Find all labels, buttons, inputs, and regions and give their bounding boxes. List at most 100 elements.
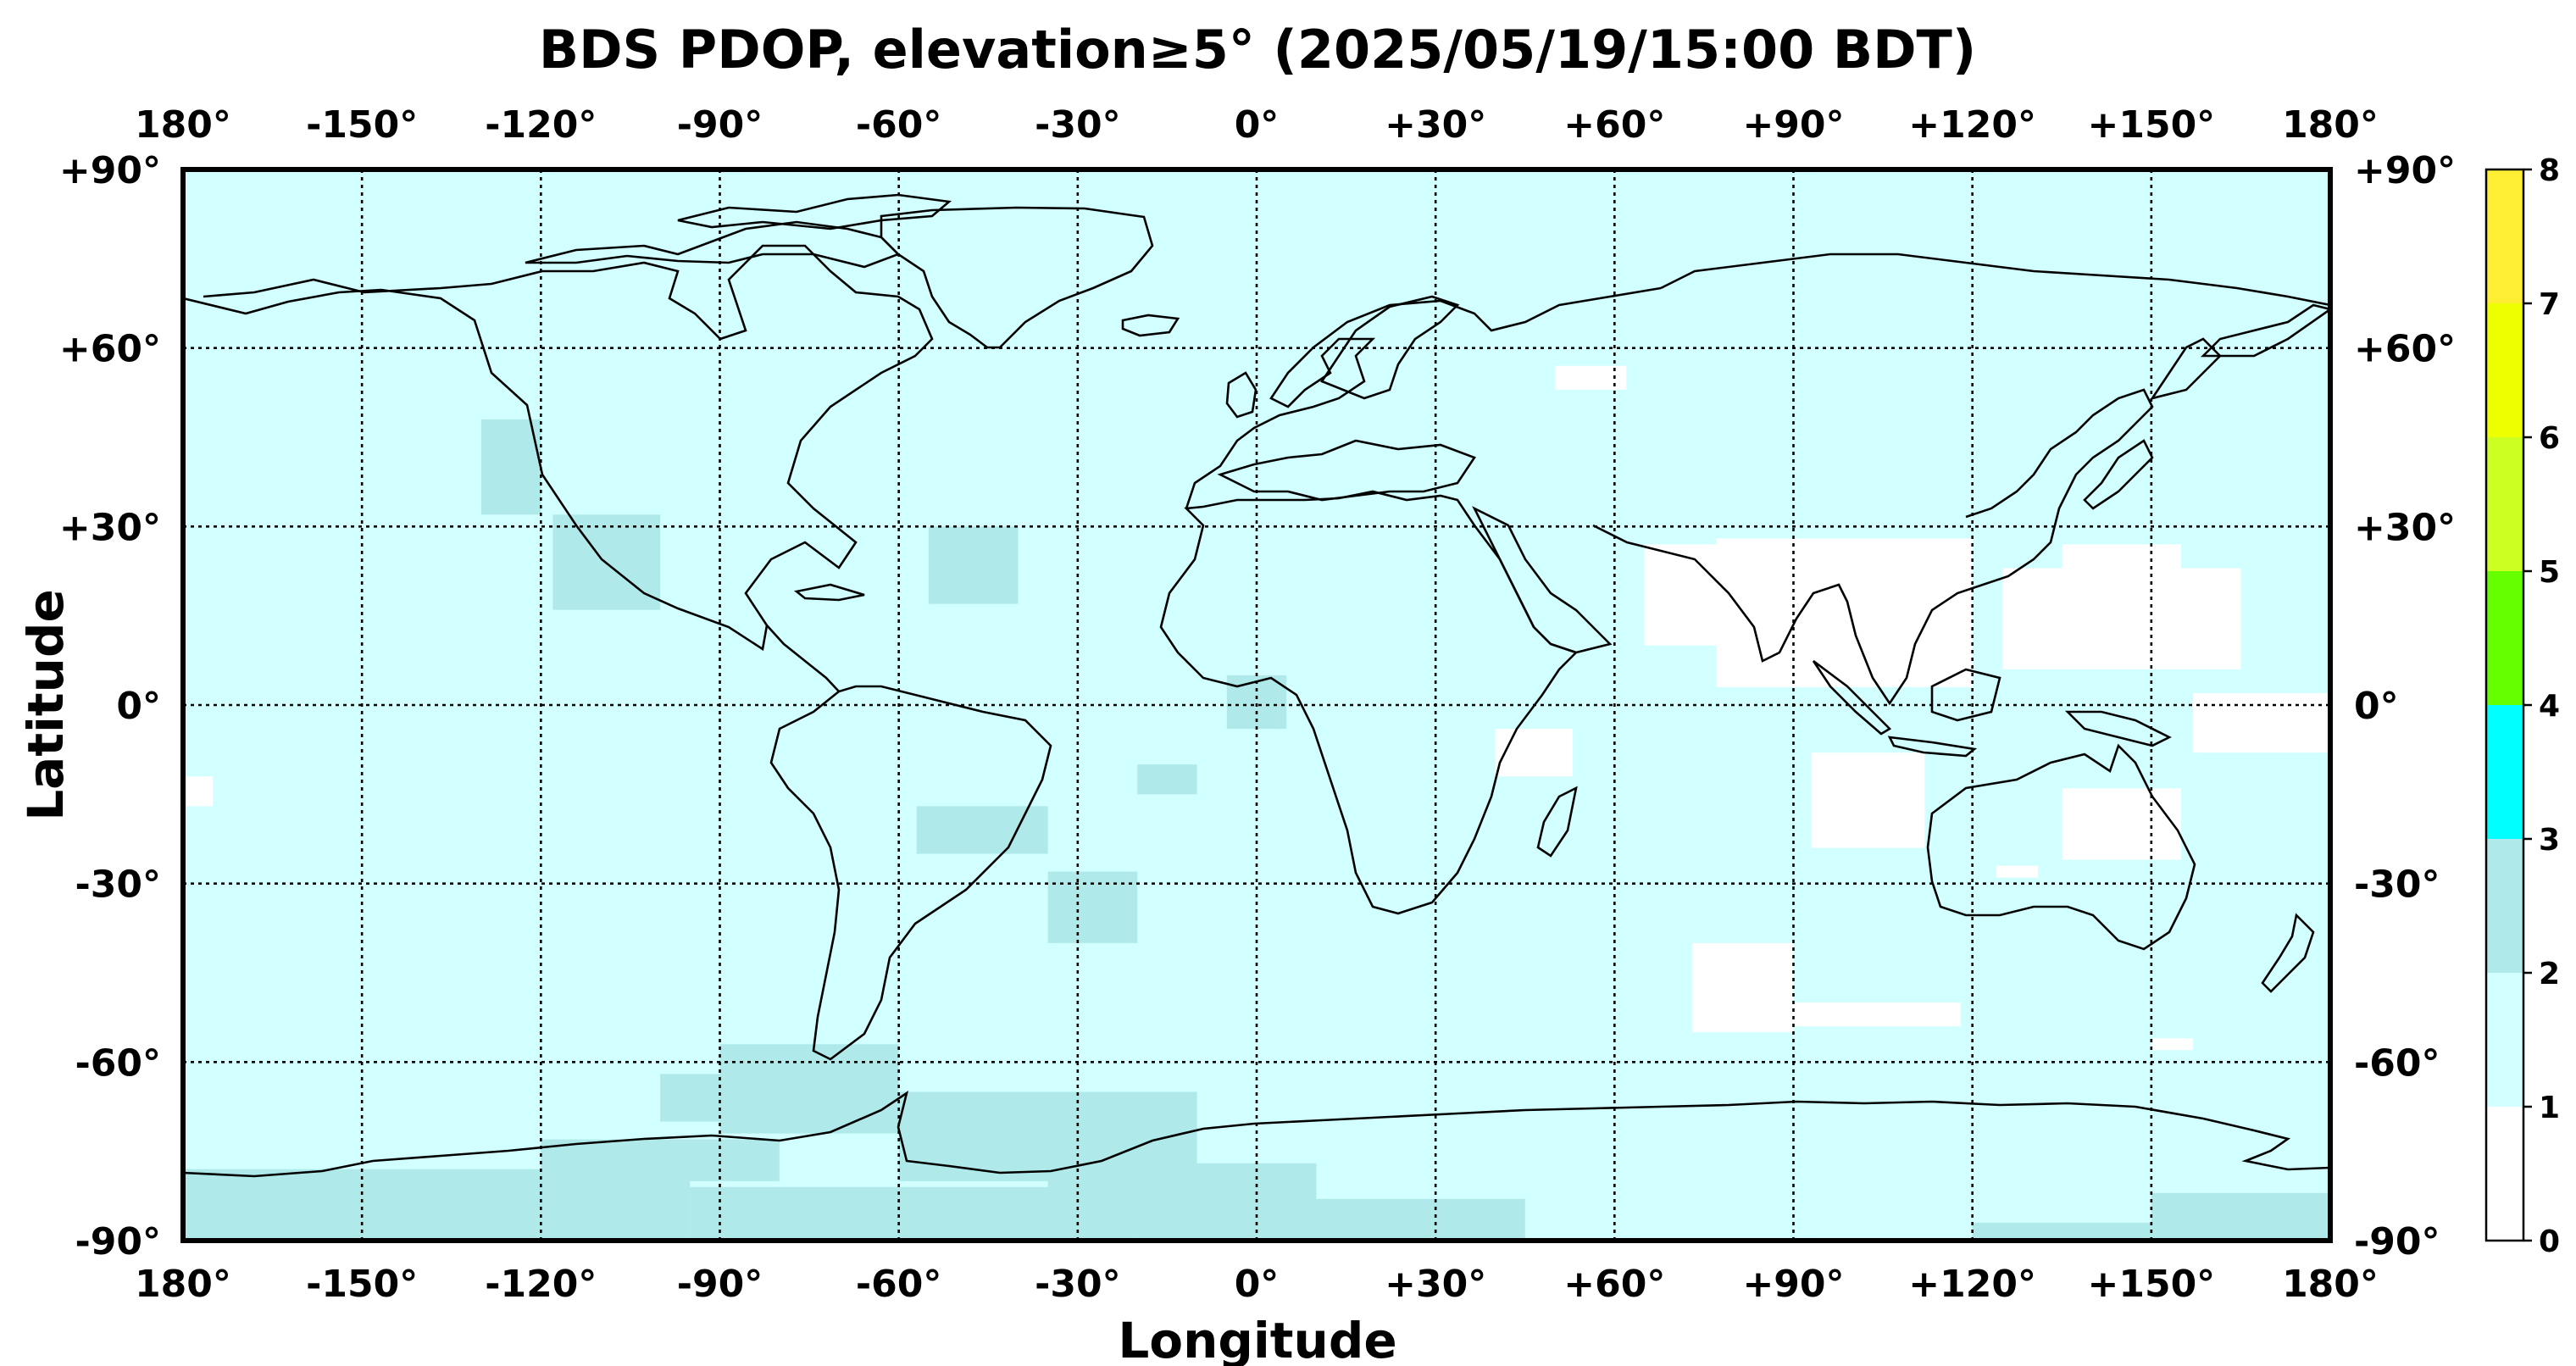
y-tick-right-4: -30° (2354, 863, 2440, 907)
coastline-japan (2083, 439, 2154, 510)
x-ticks-bottom: 180° -150° -120° -90° -60° -30° 0° +30° +60° +90°… (135, 1263, 2379, 1306)
colorbar-tick-1: 1 (2539, 1091, 2560, 1125)
y-tick-left-2: +30° (59, 506, 161, 549)
pdop-region-21 (1047, 871, 1138, 943)
coastline-asia-south (1592, 388, 2154, 706)
coastline-britain (1225, 371, 1257, 419)
coastline-java (1887, 736, 1978, 758)
coastline-cuba (794, 583, 865, 602)
x-tick-bottom-4: -60° (856, 1263, 942, 1306)
y-tick-left-0: +90° (59, 149, 161, 192)
pdop-region-15 (480, 419, 541, 515)
y-tick-right-2: +30° (2354, 506, 2456, 549)
pdop-region-7 (1811, 752, 1925, 848)
x-tick-top-4: -60° (856, 103, 942, 147)
x-ticks-top: 180° -150° -120° -90° -60° -30° 0° +30° +60° +90°… (135, 103, 2379, 147)
pdop-region-14 (1996, 865, 2039, 878)
coastline-europe (1185, 286, 1662, 509)
coastline-south-america (769, 685, 1052, 1061)
x-tick-top-12: 180° (2282, 103, 2379, 147)
y-ticks-right: +90° +60° +30° 0° -30° -60° -90° (2354, 149, 2456, 1263)
pdop-region-6 (2193, 692, 2330, 753)
x-tick-bottom-5: -30° (1035, 1263, 1121, 1306)
pdop-region-13 (2151, 1038, 2194, 1051)
y-tick-left-3: 0° (116, 685, 161, 728)
colorbar-bin-6 (2486, 303, 2523, 437)
x-tick-bottom-3: -90° (677, 1263, 763, 1306)
colorbar-tick-0: 0 (2539, 1224, 2560, 1259)
coastline-sumatra (1812, 659, 1892, 736)
y-tick-left-1: +60° (59, 328, 161, 371)
pdop-region-17 (928, 526, 1019, 604)
pdop-region-11 (1691, 942, 1794, 1033)
colorbar-tick-2: 2 (2539, 957, 2560, 991)
colorbar-tick-4: 4 (2539, 689, 2560, 724)
pdop-region-19 (1137, 764, 1197, 795)
colorbar-tick-3: 3 (2539, 823, 2560, 858)
x-tick-top-9: +90° (1742, 103, 1844, 147)
x-tick-top-7: +30° (1385, 103, 1486, 147)
x-tick-bottom-7: +30° (1385, 1263, 1486, 1306)
x-tick-bottom-8: +60° (1563, 1263, 1665, 1306)
map-gridlines (183, 169, 2330, 1241)
coastline-australia (1926, 743, 2196, 951)
x-tick-bottom-0: 180° (135, 1263, 231, 1306)
x-tick-top-10: +120° (1908, 103, 2036, 147)
colorbar-bin-5 (2486, 437, 2523, 571)
coastline-north-america (183, 244, 934, 652)
pdop-region-22 (660, 1074, 720, 1122)
chart-title: BDS PDOP, elevation≥5° (2025/05/19/15:00… (539, 19, 1976, 81)
coastline-central-america (766, 625, 840, 692)
x-axis-label: Longitude (1118, 1312, 1396, 1366)
pdop-region-23 (719, 1044, 899, 1134)
x-tick-bottom-2: -120° (485, 1263, 597, 1306)
x-tick-top-8: +60° (1563, 103, 1665, 147)
coastline-kamchatka (2200, 303, 2330, 358)
y-tick-right-5: -60° (2354, 1041, 2440, 1085)
pdop-region-9 (1495, 729, 1574, 777)
pdop-region-5 (2062, 544, 2182, 598)
colorbar-tick-7: 7 (2539, 287, 2560, 322)
coastline-africa (1159, 490, 1579, 915)
pdop-region-30 (1047, 1163, 1317, 1229)
x-tick-bottom-10: +120° (1908, 1263, 2036, 1306)
colorbar-bin-1 (2486, 973, 2523, 1107)
colorbar-bin-4 (2486, 571, 2523, 705)
map-frame (180, 167, 2333, 1243)
colorbar-tick-6: 6 (2539, 421, 2560, 456)
y-tick-right-3: 0° (2354, 685, 2399, 728)
pdop-regions (183, 365, 2330, 1241)
coastline-asia-north (1660, 253, 2330, 307)
y-ticks-left: +90° +60° +30° 0° -30° -60° -90° (59, 149, 161, 1263)
y-tick-right-0: +90° (2354, 149, 2456, 192)
coastline-scandinavia (1320, 295, 1460, 400)
x-tick-top-0: 180° (135, 103, 231, 147)
coastline-mediterranean (1217, 439, 1476, 502)
colorbar: 0 1 2 3 4 5 6 7 8 (2484, 153, 2560, 1259)
coastline-madagascar (1536, 786, 1578, 858)
y-axis-label: Latitude (17, 589, 75, 821)
y-tick-left-4: -30° (75, 863, 162, 907)
pdop-region-3 (1840, 586, 1961, 658)
x-tick-top-6: 0° (1235, 103, 1280, 147)
colorbar-bin-2 (2486, 839, 2523, 973)
pdop-region-12 (1793, 1002, 1961, 1027)
coastline-greenland (880, 206, 1154, 349)
coastline-new-zealand (2261, 913, 2315, 993)
x-tick-bottom-9: +90° (1742, 1263, 1844, 1306)
x-tick-bottom-1: -150° (306, 1263, 418, 1306)
x-tick-top-5: -30° (1035, 103, 1121, 147)
coastline-antarctica (183, 1091, 2330, 1178)
x-tick-bottom-11: +150° (2087, 1263, 2215, 1306)
y-tick-right-6: -90° (2354, 1220, 2440, 1263)
x-tick-top-3: -90° (677, 103, 763, 147)
coastline-arabia (1472, 506, 1613, 654)
colorbar-bin-7 (2486, 169, 2523, 303)
x-tick-bottom-6: 0° (1235, 1263, 1280, 1306)
pdop-region-8 (2062, 788, 2182, 860)
pdop-region-0 (1554, 365, 1627, 390)
coastline-iceland (1121, 314, 1180, 337)
colorbar-tick-5: 5 (2539, 555, 2560, 590)
x-tick-bottom-12: 180° (2282, 1263, 2379, 1306)
